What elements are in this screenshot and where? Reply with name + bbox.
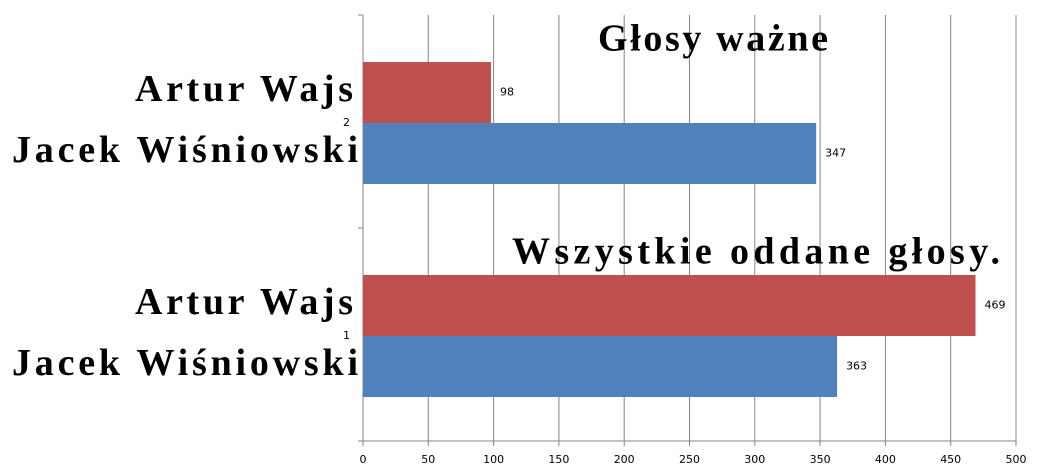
x-tick-label: 50 [421, 453, 435, 466]
bar [363, 275, 976, 336]
series-label: Artur Wajs [135, 281, 353, 323]
annotation: Wszystkie oddane głosy. [512, 231, 1000, 273]
y-tick-label: 1 [343, 329, 350, 342]
x-tick-label: 200 [614, 453, 635, 466]
data-label: 98 [500, 86, 514, 99]
series-label: Artur Wajs [135, 68, 353, 110]
x-tick-label: 400 [875, 453, 896, 466]
x-tick-label: 450 [940, 453, 961, 466]
data-label: 469 [985, 299, 1006, 312]
x-tick-label: 100 [483, 453, 504, 466]
bar [363, 336, 838, 397]
bar [363, 123, 817, 184]
x-tick-label: 350 [810, 453, 831, 466]
data-label: 347 [825, 147, 846, 160]
bar [363, 62, 491, 123]
y-tick-label: 2 [343, 116, 350, 129]
annotation: Głosy ważne [598, 18, 828, 60]
x-tick-label: 0 [360, 453, 367, 466]
x-tick-label: 250 [679, 453, 700, 466]
x-tick-label: 500 [1006, 453, 1027, 466]
series-label: Jacek Wiśniowski [12, 342, 358, 384]
data-label: 363 [846, 360, 867, 373]
x-tick-label: 300 [744, 453, 765, 466]
series-label: Jacek Wiśniowski [12, 129, 358, 171]
x-tick-label: 150 [548, 453, 569, 466]
